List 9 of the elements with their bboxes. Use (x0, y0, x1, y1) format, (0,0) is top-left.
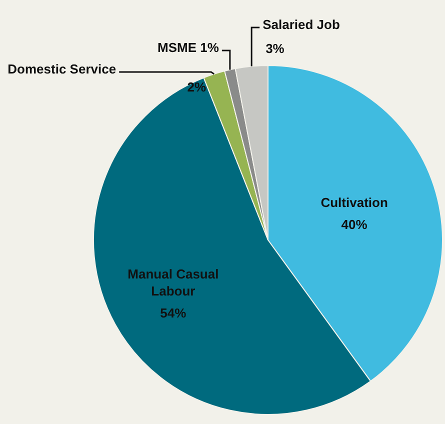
data-label: 54% (160, 306, 187, 321)
slice-label: Domestic Service (8, 62, 116, 77)
slice-label: Cultivation (320, 195, 388, 210)
slice-label: MSME 1% (158, 40, 220, 56)
slice-label: Salaried Job (262, 17, 340, 32)
data-label: 2% (187, 80, 207, 95)
data-label: 3% (266, 41, 285, 56)
slice-label: Manual Casual Labour (128, 266, 219, 299)
data-label: 40% (341, 217, 368, 232)
